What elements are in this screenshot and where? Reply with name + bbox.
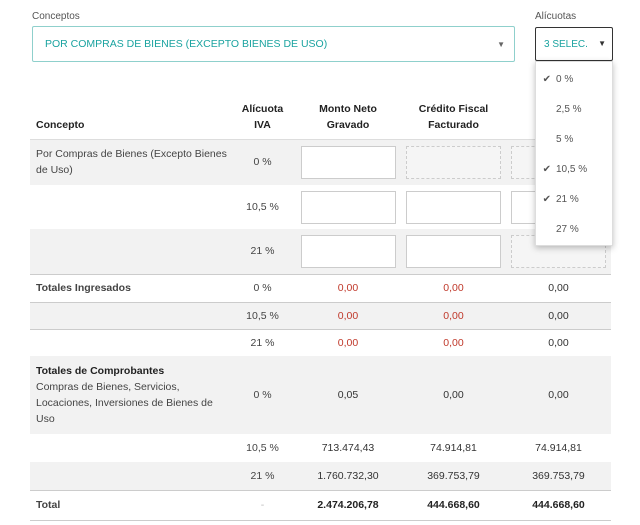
monto-neto-input[interactable] — [300, 234, 396, 268]
col5-value: 369.753,79 — [532, 469, 585, 482]
chevron-down-icon: ▼ — [497, 40, 505, 49]
alicuotas-select-value: 3 SELEC. — [544, 38, 588, 50]
alicuota-option-5[interactable]: 5 % — [536, 124, 612, 154]
conceptos-label: Conceptos — [32, 11, 80, 22]
monto-value: 0,00 — [337, 282, 359, 294]
option-label: 0 % — [556, 73, 574, 85]
alicuotas-select[interactable]: 3 SELEC. ▼ — [535, 27, 613, 61]
totales-ingresados-label: Totales Ingresados — [36, 282, 131, 294]
monto-neto-input[interactable] — [300, 190, 396, 224]
check-icon: ✔ — [542, 163, 551, 175]
table-row: Totales de Comprobantes Compras de Biene… — [30, 356, 611, 434]
table-row: Por Compras de Bienes (Excepto Bienes de… — [30, 139, 611, 185]
credito-value: 0,00 — [443, 309, 464, 322]
table-row: Totales Ingresados 0 % 0,00 0,00 0,00 — [30, 274, 611, 302]
total-label: Total — [36, 499, 61, 511]
check-icon: ✔ — [542, 193, 551, 205]
total-alicuota: - — [260, 499, 265, 511]
col5-value: 0,00 — [548, 282, 569, 294]
total-monto: 2.474.206,78 — [317, 499, 379, 511]
row-alicuota: 10,5 % — [246, 309, 279, 322]
header-concepto: Concepto — [36, 118, 85, 131]
row-alicuota: 21 % — [250, 469, 275, 482]
alicuotas-dropdown: ✔ 0 % 2,5 % 5 % ✔ 10,5 % ✔ 21 % 27 % — [535, 61, 613, 246]
totales-comprobantes-label: Totales de Comprobantes — [36, 365, 165, 377]
credito-fiscal-input — [406, 145, 501, 179]
credito-value: 0,00 — [443, 282, 464, 294]
totales-comprobantes-sublabel: Compras de Bienes, Servicios, Locaciones… — [36, 381, 213, 425]
header-monto-neto: Monto Neto Gravado — [319, 102, 377, 131]
option-label: 5 % — [556, 133, 574, 145]
alicuota-option-0[interactable]: ✔ 0 % — [536, 64, 612, 94]
row-concepto — [30, 185, 230, 229]
monto-value: 1.760.732,30 — [317, 469, 379, 482]
header-credito-fiscal: Crédito Fiscal Facturado — [418, 102, 489, 131]
table-row: 10,5 % 0,00 0,00 0,00 — [30, 302, 611, 329]
total-row: Total - 2.474.206,78 444.668,60 444.668,… — [30, 490, 611, 520]
check-icon: ✔ — [542, 73, 551, 85]
row-alicuota: 0 % — [253, 282, 272, 294]
col5-value: 0,00 — [548, 389, 569, 401]
credito-value: 0,00 — [443, 336, 464, 349]
monto-value: 0,00 — [337, 336, 359, 349]
conceptos-select[interactable]: POR COMPRAS DE BIENES (EXCEPTO BIENES DE… — [32, 26, 515, 62]
chevron-down-icon: ▼ — [598, 39, 606, 48]
monto-neto-input[interactable] — [300, 145, 396, 179]
totales-comprobantes-cell: Totales de Comprobantes Compras de Biene… — [30, 356, 230, 434]
alicuota-option-21[interactable]: ✔ 21 % — [536, 184, 612, 214]
header-alicuota: Alícuota IVA — [241, 102, 284, 131]
total-credito: 444.668,60 — [427, 499, 480, 511]
row-concepto — [30, 229, 230, 274]
option-label: 2,5 % — [556, 103, 582, 115]
table-row: 21 % — [30, 229, 611, 274]
row-alicuota: 0 % — [253, 156, 272, 169]
credito-fiscal-input[interactable] — [406, 190, 501, 224]
credito-value: 0,00 — [443, 389, 464, 401]
credito-value: 74.914,81 — [430, 442, 477, 454]
table-row: 21 % 0,00 0,00 0,00 — [30, 329, 611, 356]
credito-value: 369.753,79 — [427, 469, 480, 482]
monto-value: 0,05 — [337, 389, 359, 401]
alicuota-option-10-5[interactable]: ✔ 10,5 % — [536, 154, 612, 184]
conceptos-select-value: POR COMPRAS DE BIENES (EXCEPTO BIENES DE… — [45, 38, 328, 50]
table-header-row: Concepto Alícuota IVA Monto Neto Gravado C… — [30, 95, 611, 139]
row-alicuota: 21 % — [250, 336, 275, 349]
row-alicuota: 10,5 % — [246, 201, 279, 213]
row-alicuota: 10,5 % — [246, 442, 279, 454]
option-label: 27 % — [556, 223, 579, 235]
alicuota-option-27[interactable]: 27 % — [536, 214, 612, 244]
alicuotas-label: Alícuotas — [535, 11, 577, 22]
col5-value: 0,00 — [548, 309, 569, 322]
monto-value: 0,00 — [337, 309, 359, 322]
table-row: 10,5 % 713.474,43 74.914,81 74.914,81 — [30, 434, 611, 462]
iva-table: Concepto Alícuota IVA Monto Neto Gravado C… — [30, 95, 611, 521]
credito-fiscal-input[interactable] — [406, 234, 501, 268]
alicuota-option-2-5[interactable]: 2,5 % — [536, 94, 612, 124]
option-label: 10,5 % — [556, 163, 588, 175]
table-row: 21 % 1.760.732,30 369.753,79 369.753,79 — [30, 462, 611, 490]
total-col5: 444.668,60 — [532, 499, 585, 511]
table-row: 10,5 % — [30, 185, 611, 229]
option-label: 21 % — [556, 193, 579, 205]
monto-value: 713.474,43 — [321, 442, 375, 454]
row-alicuota: 0 % — [253, 389, 272, 401]
row-concepto: Por Compras de Bienes (Excepto Bienes de… — [36, 148, 227, 177]
row-alicuota: 21 % — [250, 245, 275, 258]
col5-value: 0,00 — [548, 336, 569, 349]
col5-value: 74.914,81 — [535, 442, 582, 454]
